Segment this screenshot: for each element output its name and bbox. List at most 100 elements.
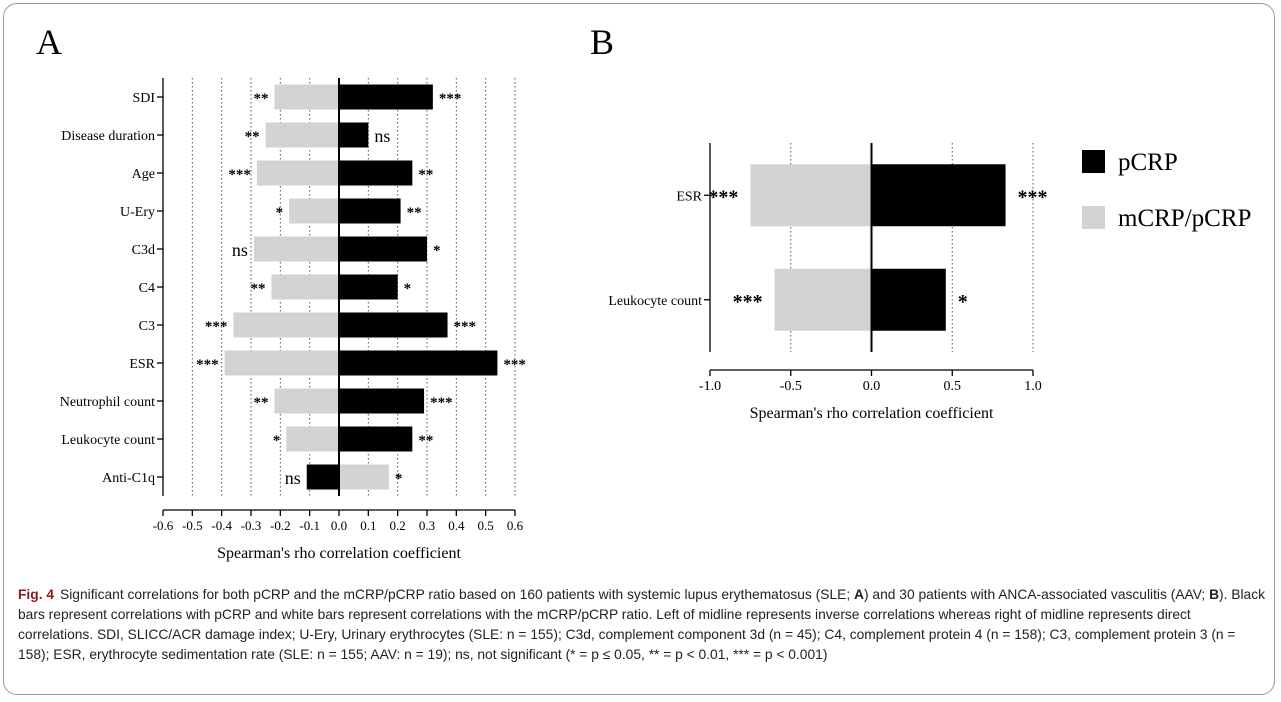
panel-a-chart: ***ns*****************ns********ns******… xyxy=(60,78,526,562)
panel-a-x-tick-label: -0.6 xyxy=(153,518,174,533)
panel-a-bar-pcrp-leukocyte-count xyxy=(339,426,413,452)
panel-b-significance-label: * xyxy=(958,291,968,313)
panel-a-significance-label: *** xyxy=(228,167,251,183)
panel-a-significance-label: ** xyxy=(253,395,268,411)
panel-a-significance-label: ** xyxy=(418,433,433,449)
panel-a-significance-label: * xyxy=(404,281,412,297)
panel-a-bar-mcrp-pcrp-c3 xyxy=(233,312,339,338)
panel-a-bar-mcrp-pcrp-sdi xyxy=(274,84,339,110)
panel-a-bar-mcrp-pcrp-c4 xyxy=(271,274,339,300)
panel-a-x-tick-label: 0.5 xyxy=(478,518,494,533)
panel-b-significance-label: *** xyxy=(708,186,738,208)
panel-a-significance-label: ns xyxy=(232,240,248,260)
panel-b-x-tick-label: 1.0 xyxy=(1024,379,1042,394)
panel-b-category-label: ESR xyxy=(676,189,702,204)
panel-a-significance-label: *** xyxy=(503,357,526,373)
panel-a-significance-label: ** xyxy=(245,129,260,145)
panel-a-significance-label: ** xyxy=(407,205,422,221)
panel-a-bar-pcrp-sdi xyxy=(339,84,433,110)
panel-b-significance-label: *** xyxy=(1018,186,1048,208)
panel-b-bar-mcrp-pcrp-leukocyte-count xyxy=(774,268,872,331)
legend-label-pcrp: pCRP xyxy=(1118,149,1178,176)
panel-a-significance-label: ** xyxy=(418,167,433,183)
panel-a-category-label: Age xyxy=(132,167,155,182)
panel-b-category-label: Leukocyte count xyxy=(608,294,702,309)
caption-text-1: Significant correlations for both pCRP a… xyxy=(60,587,855,602)
figure-charts: A B ***ns*****************ns********ns**… xyxy=(36,22,1251,562)
figure-frame xyxy=(3,3,1275,695)
panel-a-category-label: SDI xyxy=(132,91,155,106)
panel-b-x-tick-label: -0.5 xyxy=(780,379,802,394)
panel-a-bar-mcrp-pcrp-leukocyte-count xyxy=(286,426,339,452)
panel-a-significance-label: *** xyxy=(196,357,219,373)
panel-a-category-label: U-Ery xyxy=(120,205,155,220)
caption-panel-a: A xyxy=(854,587,864,602)
caption-panel-b: B xyxy=(1209,587,1220,602)
panel-a-bar-pcrp-c4 xyxy=(339,274,398,300)
legend: pCRP mCRP/pCRP xyxy=(1082,149,1251,232)
panel-b-bar-mcrp-pcrp-esr xyxy=(750,164,872,227)
panel-a-significance-label: *** xyxy=(430,395,453,411)
panel-a-category-label: C3 xyxy=(139,319,155,334)
panel-a-bar-pcrp-disease-duration xyxy=(339,122,369,148)
panel-a-x-tick-label: 0.3 xyxy=(419,518,435,533)
panel-a-bar-pcrp-u-ery xyxy=(339,198,401,224)
figure-label: Fig. 4 xyxy=(18,587,55,602)
panel-a-bar-pcrp-anti-c1q xyxy=(306,464,339,490)
legend-swatch-pcrp xyxy=(1082,150,1105,173)
panel-a-x-tick-label: -0.2 xyxy=(270,518,291,533)
caption-text-2: ) and 30 patients with ANCA-associated v… xyxy=(863,587,1210,602)
panel-a-x-tick-label: 0.6 xyxy=(507,518,524,533)
panel-a-significance-label: * xyxy=(276,205,284,221)
panel-a-significance-label: *** xyxy=(439,91,462,107)
panel-a-significance-label: ** xyxy=(253,91,268,107)
panel-a-x-tick-label: 0.4 xyxy=(448,518,465,533)
panel-a-bar-mcrp-pcrp-anti-c1q xyxy=(339,464,389,490)
panel-a-x-tick-label: -0.3 xyxy=(241,518,262,533)
panel-a-category-label: ESR xyxy=(129,357,155,372)
panel-a-x-tick-label: 0.2 xyxy=(390,518,406,533)
panel-a-bar-mcrp-pcrp-u-ery xyxy=(289,198,339,224)
panel-b-x-tick-label: -1.0 xyxy=(699,379,721,394)
panel-a-bar-pcrp-c3d xyxy=(339,236,427,262)
panel-a-significance-label: *** xyxy=(205,319,228,335)
panel-a-bar-pcrp-age xyxy=(339,160,413,186)
panel-b-x-tick-label: 0.5 xyxy=(944,379,962,394)
panel-a-x-tick-label: -0.4 xyxy=(211,518,232,533)
panel-a-bar-pcrp-neutrophil-count xyxy=(339,388,425,414)
panel-a-bar-mcrp-pcrp-neutrophil-count xyxy=(274,388,339,414)
panel-a-bar-mcrp-pcrp-disease-duration xyxy=(265,122,339,148)
panel-a-x-tick-label: -0.1 xyxy=(299,518,320,533)
panel-a-bar-mcrp-pcrp-esr xyxy=(224,350,339,376)
panel-a-category-label: Disease duration xyxy=(61,129,155,144)
panel-a-category-label: C4 xyxy=(139,281,155,296)
panel-a-significance-label: *** xyxy=(454,319,477,335)
caption-text-3: ). Black bars represent correlations wit… xyxy=(18,587,1266,662)
panel-a-bar-pcrp-esr xyxy=(339,350,498,376)
panel-a-significance-label: * xyxy=(433,243,441,259)
panel-b-label: B xyxy=(590,22,614,62)
panel-a-label: A xyxy=(36,22,62,62)
panel-a-significance-label: ns xyxy=(374,126,390,146)
panel-b-bar-pcrp-leukocyte-count xyxy=(871,268,946,331)
figure-caption: Fig. 4 Significant correlations for both … xyxy=(18,585,1268,665)
panel-a-category-label: C3d xyxy=(132,243,155,258)
panel-b-x-axis-label: Spearman's rho correlation coefficient xyxy=(750,405,994,422)
panel-b-bar-pcrp-esr xyxy=(871,164,1006,227)
panel-a-bar-mcrp-pcrp-age xyxy=(256,160,339,186)
panel-a-bar-pcrp-c3 xyxy=(339,312,448,338)
legend-swatch-mcrp-pcrp xyxy=(1082,206,1105,229)
panel-a-x-tick-label: -0.5 xyxy=(182,518,203,533)
panel-a-x-tick-label: 0.0 xyxy=(331,518,347,533)
panel-a-significance-label: ** xyxy=(251,281,266,297)
panel-a-category-label: Anti-C1q xyxy=(102,471,155,486)
panel-a-x-axis-label: Spearman's rho correlation coefficient xyxy=(217,545,461,562)
panel-a-significance-label: * xyxy=(395,471,403,487)
panel-a-significance-label: * xyxy=(273,433,281,449)
panel-a-bar-mcrp-pcrp-c3d xyxy=(253,236,339,262)
panel-a-significance-label: ns xyxy=(285,468,301,488)
panel-b-x-tick-label: 0.0 xyxy=(863,379,881,394)
legend-label-mcrp-pcrp: mCRP/pCRP xyxy=(1118,205,1251,232)
panel-b-significance-label: *** xyxy=(733,291,763,313)
